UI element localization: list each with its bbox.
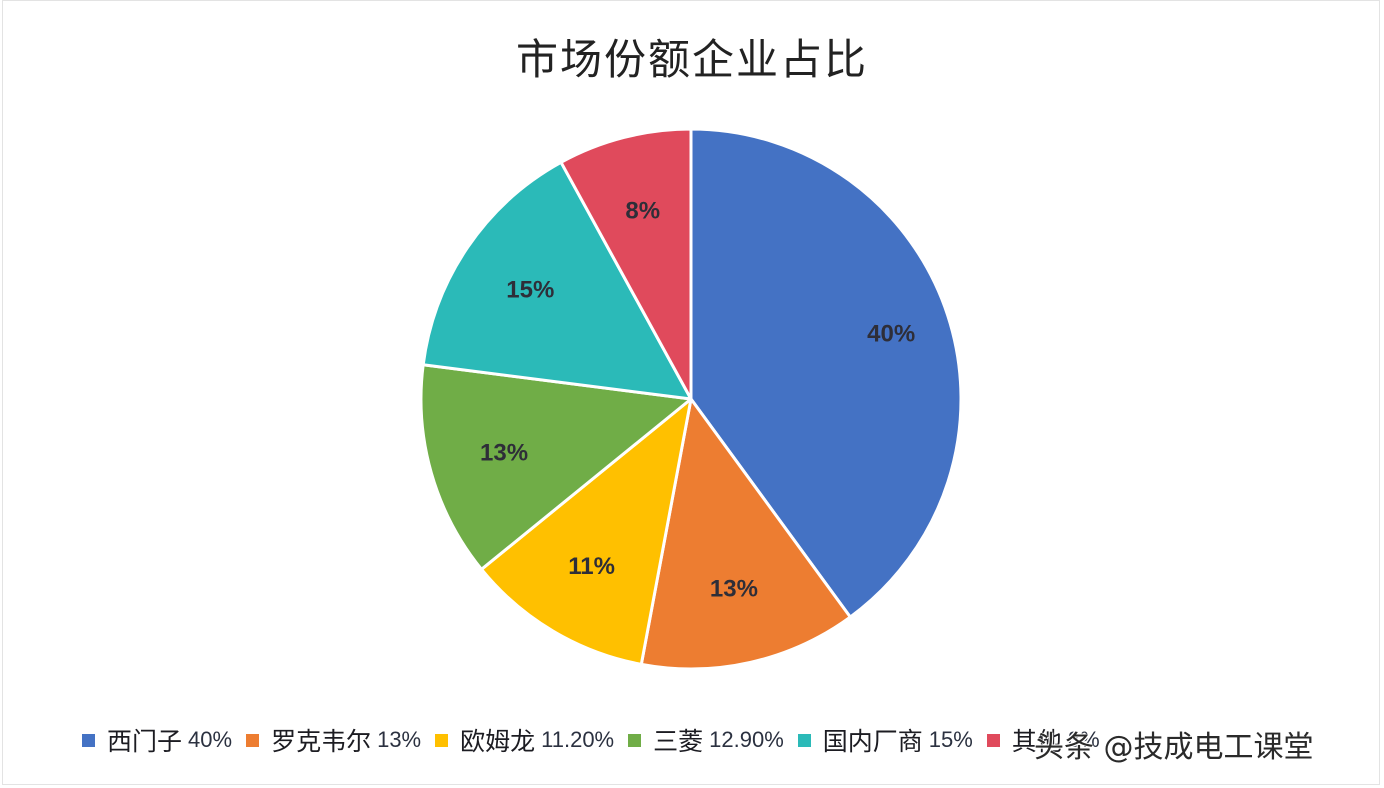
legend-label: 欧姆龙 bbox=[460, 727, 536, 756]
pie-slice-other[interactable] bbox=[559, 127, 693, 401]
chart-title: 市场份额企业占比 bbox=[515, 35, 868, 84]
legend-label: 国内厂商 bbox=[822, 727, 923, 756]
legend-value: 13% bbox=[377, 727, 422, 752]
data-label-domestic: 15% bbox=[506, 277, 554, 304]
legend-value: 12.90% bbox=[709, 727, 784, 752]
legend-swatch-icon bbox=[628, 733, 642, 747]
pie-slice-mitsubishi[interactable] bbox=[419, 363, 693, 571]
pie-slices bbox=[419, 127, 963, 671]
pie-slice-domestic[interactable] bbox=[421, 160, 693, 401]
data-label-siemens: 40% bbox=[867, 321, 915, 348]
legend-value: 8% bbox=[1067, 727, 1100, 752]
data-label-other: 8% bbox=[625, 198, 660, 225]
watermark-text: 头条 @技成电工课堂 bbox=[1034, 730, 1314, 765]
legend-item-omron[interactable]: 欧姆龙 11.20% bbox=[435, 722, 614, 758]
legend-label: 罗克韦尔 bbox=[271, 727, 372, 756]
legend-swatch-icon bbox=[82, 733, 95, 747]
legend-value: 15% bbox=[928, 727, 973, 752]
legend-label: 其他 bbox=[1011, 727, 1062, 756]
legend-swatch-icon bbox=[246, 733, 260, 747]
legend-label: 西门子 bbox=[107, 727, 183, 756]
pie-slice-omron[interactable] bbox=[480, 397, 693, 666]
data-label-mitsubishi: 13% bbox=[480, 439, 528, 466]
legend-label: 三菱 bbox=[653, 727, 704, 756]
pie-slice-rockwell[interactable] bbox=[639, 397, 852, 671]
legend-value: 11.20% bbox=[541, 727, 615, 752]
pie-data-labels: 40% 13% 11% 13% 15% 8% bbox=[480, 198, 915, 603]
legend-item-siemens[interactable]: 西门子 40% bbox=[82, 722, 232, 758]
legend-swatch-icon bbox=[435, 733, 449, 747]
chart-legend: 西门子 40% 罗克韦尔 13% 欧姆龙 11.20% 三菱 12.90% 国内… bbox=[82, 722, 1114, 758]
legend-item-rockwell[interactable]: 罗克韦尔 13% bbox=[246, 722, 421, 758]
legend-item-other[interactable]: 其他 8% bbox=[986, 722, 1100, 758]
pie-slice-siemens[interactable] bbox=[689, 127, 963, 619]
data-label-omron: 11% bbox=[568, 553, 615, 580]
data-label-rockwell: 13% bbox=[710, 576, 758, 603]
legend-item-domestic[interactable]: 国内厂商 15% bbox=[797, 722, 973, 758]
legend-value: 40% bbox=[188, 727, 233, 752]
legend-swatch-icon bbox=[797, 733, 811, 747]
legend-swatch-icon bbox=[986, 733, 1000, 747]
legend-item-mitsubishi[interactable]: 三菱 12.90% bbox=[628, 722, 784, 758]
